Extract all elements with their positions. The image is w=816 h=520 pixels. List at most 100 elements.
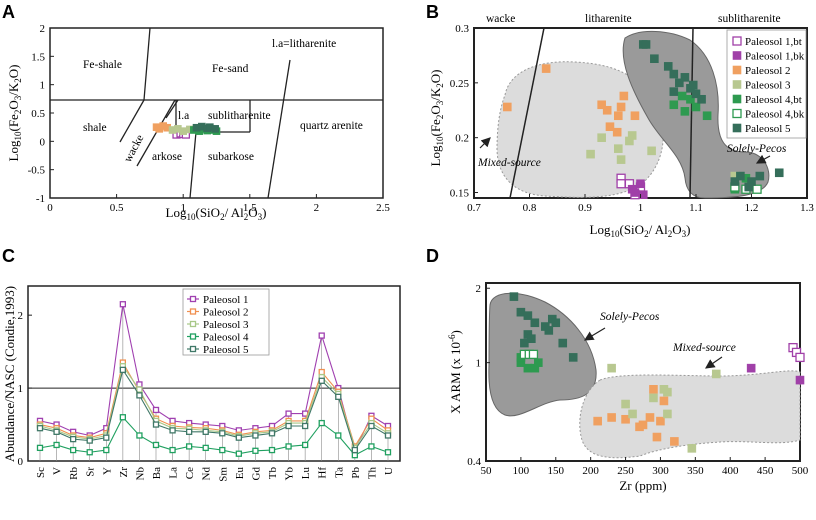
- b-point: [702, 111, 712, 121]
- c-category-label: Eu: [234, 467, 246, 480]
- arrow-b-pecos: [755, 154, 771, 164]
- annotation-b-mixed-source: Mixed-source: [477, 157, 541, 169]
- d-point: [795, 352, 805, 363]
- solely-pecos-envelope: [622, 30, 770, 199]
- a-ytick-label: 1.5: [31, 51, 45, 63]
- c-legend-swatch: [189, 345, 197, 353]
- c-point: [36, 444, 44, 452]
- a-ytick-label: 0: [40, 136, 46, 148]
- b-point: [502, 102, 512, 112]
- panel-a-boundaries: [50, 27, 383, 199]
- b-point: [627, 184, 637, 194]
- c-point: [202, 428, 209, 435]
- b-point: [616, 179, 626, 189]
- d-point: [528, 349, 539, 360]
- d-solely-pecos-envelope: [488, 292, 597, 417]
- b-point: [638, 190, 648, 200]
- b-point: [680, 107, 690, 116]
- b-point: [616, 155, 626, 164]
- d-point: [558, 338, 568, 348]
- c-category-label: Nb: [134, 467, 146, 481]
- c-point: [36, 425, 44, 432]
- c-point: [335, 393, 342, 400]
- a-ytick-label: 1: [40, 80, 46, 92]
- b-point: [691, 89, 701, 99]
- c-point: [384, 432, 392, 439]
- b-xtick-label: 0.8: [523, 202, 537, 214]
- c-series-line: [39, 364, 389, 450]
- panel-a-ylabel: Log10(Fe2O3/K2O): [6, 65, 23, 162]
- field-b-litharenite: litharenite: [585, 13, 632, 25]
- b-xtick-label: 1.1: [689, 202, 703, 214]
- arrow-d-pecos: [583, 327, 606, 341]
- b-legend-label: Paleosol 1,bk: [745, 51, 805, 63]
- b-point: [744, 182, 754, 192]
- c-category-label: U: [383, 467, 395, 475]
- arrow-d-mixed: [705, 356, 723, 369]
- b-legend-label: Paleosol 3: [745, 80, 791, 92]
- d-point: [607, 363, 616, 373]
- panel-b-ylabel: Log10(Fe2O3/K2O): [428, 70, 445, 167]
- c-point: [202, 444, 209, 452]
- d-point: [593, 416, 602, 426]
- c-point: [268, 446, 276, 454]
- panel-a-points: [152, 122, 221, 139]
- b-point: [602, 105, 612, 115]
- d-xtick-label: 350: [687, 465, 704, 477]
- c-point: [285, 410, 292, 417]
- d-point: [551, 318, 561, 328]
- d-xtick-label: 250: [617, 465, 634, 477]
- c-legend-swatch: [189, 333, 197, 340]
- panel-a-letter: A: [2, 2, 15, 22]
- b-ytick-label: 0.2: [455, 133, 469, 145]
- field-fe-shale: Fe-shale: [83, 59, 122, 71]
- c-series-line: [39, 361, 389, 448]
- c-point: [318, 377, 325, 384]
- b-point: [641, 40, 651, 49]
- c-point: [169, 417, 176, 425]
- d-point: [568, 353, 578, 362]
- c-category-label: Gd: [250, 467, 262, 481]
- field-b-sublitharenite: sublitharenite: [718, 13, 781, 25]
- field-subarkose: subarkose: [208, 151, 254, 163]
- field-shale: shale: [83, 122, 107, 134]
- d-ytick-label: 0.4: [467, 456, 481, 468]
- c-category-label: Ba: [151, 467, 163, 479]
- c-category-label: Sm: [217, 467, 229, 482]
- d-point: [530, 318, 540, 328]
- d-xtick-label: 300: [652, 465, 669, 477]
- b-legend-swatch: [732, 123, 742, 133]
- c-category-label: Tb: [267, 467, 279, 480]
- c-point: [136, 392, 143, 399]
- c-legend-label: Paleosol 5: [203, 344, 249, 356]
- c-ytick-label: 0: [18, 456, 24, 468]
- c-point: [185, 428, 193, 435]
- c-category-label: Sc: [35, 467, 47, 478]
- c-series-line: [39, 368, 389, 452]
- b-legend-label: Paleosol 2: [745, 65, 791, 77]
- a-ytick-label: 2: [40, 23, 46, 35]
- d-point: [746, 363, 756, 373]
- c-point: [69, 446, 77, 454]
- c-point: [86, 449, 93, 456]
- c-category-label: Ce: [184, 467, 196, 479]
- b-point: [669, 100, 679, 110]
- a-point: [211, 125, 219, 133]
- d-point: [509, 292, 519, 301]
- b-point: [586, 149, 595, 159]
- c-series-line: [39, 304, 389, 452]
- b-point: [680, 73, 690, 82]
- b-point: [669, 69, 679, 79]
- d-point: [621, 414, 630, 424]
- d-point: [628, 409, 637, 419]
- a-xtick-label: 1.5: [243, 202, 257, 214]
- field-la: l.a: [178, 110, 189, 122]
- panel-d-ylabel: X ARM (x 10-6): [447, 330, 463, 414]
- c-point: [368, 422, 375, 430]
- c-point: [318, 419, 325, 427]
- b-point: [597, 133, 606, 142]
- b-point: [752, 184, 762, 194]
- b-point: [697, 94, 706, 104]
- c-point: [136, 432, 143, 439]
- c-point: [152, 421, 160, 428]
